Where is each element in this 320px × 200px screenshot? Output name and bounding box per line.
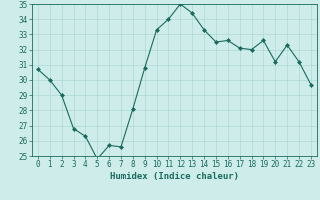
X-axis label: Humidex (Indice chaleur): Humidex (Indice chaleur) <box>110 172 239 181</box>
